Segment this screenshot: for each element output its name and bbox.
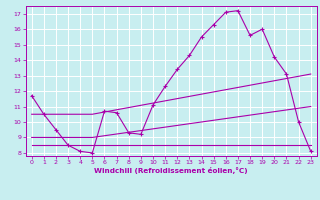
X-axis label: Windchill (Refroidissement éolien,°C): Windchill (Refroidissement éolien,°C) bbox=[94, 167, 248, 174]
